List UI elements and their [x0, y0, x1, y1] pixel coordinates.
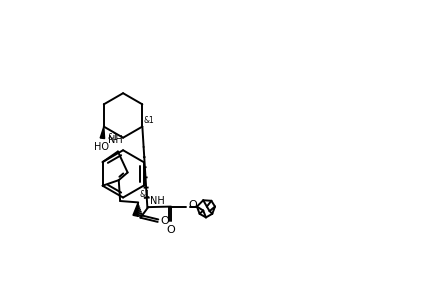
- Text: HO: HO: [94, 142, 109, 152]
- Text: &1: &1: [144, 116, 154, 125]
- Polygon shape: [132, 202, 138, 216]
- Text: NH: NH: [149, 196, 164, 206]
- Text: O: O: [159, 216, 168, 226]
- Text: O: O: [187, 200, 196, 210]
- Text: NH: NH: [108, 135, 123, 145]
- Polygon shape: [100, 126, 104, 139]
- Text: &1: &1: [107, 133, 118, 142]
- Text: &1: &1: [139, 190, 150, 199]
- Text: O: O: [166, 225, 175, 235]
